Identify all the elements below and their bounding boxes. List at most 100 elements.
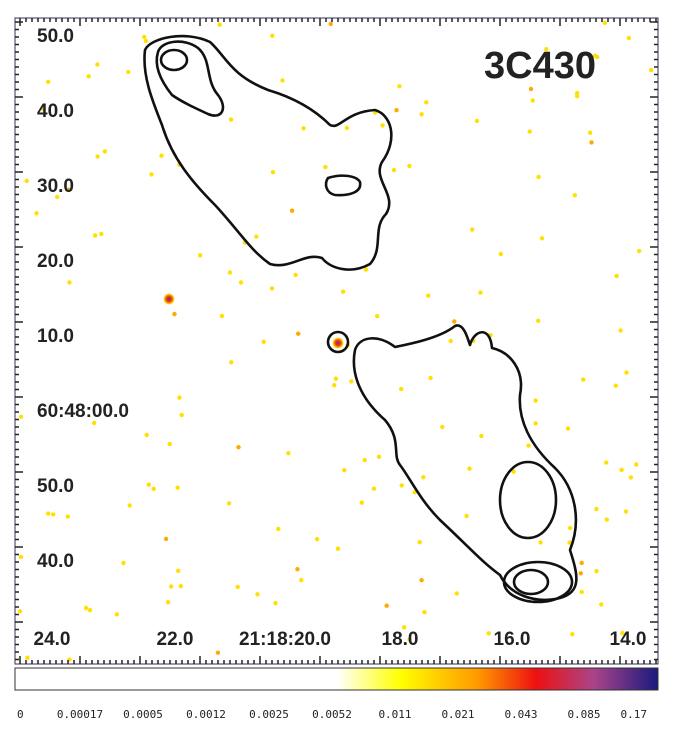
photon — [394, 108, 399, 113]
photon — [375, 314, 380, 319]
photon — [544, 47, 549, 52]
colorbar-label: 0.0052 — [312, 708, 352, 721]
photon — [470, 227, 475, 232]
photon — [362, 457, 367, 463]
photon — [613, 383, 618, 388]
photon — [474, 118, 480, 124]
photon — [18, 414, 24, 419]
photon — [289, 208, 295, 213]
photon — [578, 571, 583, 576]
photon — [511, 469, 516, 474]
photon — [238, 280, 244, 285]
photon — [428, 375, 433, 381]
photon — [424, 100, 429, 105]
photon — [592, 53, 598, 58]
radio-contours — [143, 34, 578, 604]
photon — [165, 600, 171, 605]
photon — [594, 569, 599, 574]
photon — [46, 79, 51, 85]
x-label: 22.0 — [157, 629, 194, 650]
photon — [498, 251, 503, 257]
photon — [570, 632, 575, 637]
colorbar-label: 0.021 — [441, 708, 474, 721]
y-label: 50.0 — [37, 26, 74, 47]
photon — [440, 424, 445, 430]
colorbar — [14, 667, 659, 691]
photon — [599, 602, 604, 607]
photon — [67, 280, 72, 285]
photon — [301, 126, 306, 131]
photon — [228, 117, 234, 122]
photon — [397, 84, 402, 89]
photon — [46, 511, 51, 516]
photon — [149, 172, 154, 177]
photon — [391, 167, 397, 173]
title: 3C430 — [484, 45, 596, 87]
photon — [177, 395, 182, 400]
photon — [581, 377, 586, 382]
photon — [536, 318, 541, 323]
photon — [270, 33, 275, 38]
photon — [626, 35, 632, 41]
photon — [604, 460, 609, 465]
photon — [95, 62, 100, 67]
photon — [575, 90, 580, 96]
photon — [419, 578, 424, 583]
photon — [426, 293, 431, 298]
photon — [614, 273, 619, 279]
photon — [215, 650, 221, 655]
photon — [167, 441, 172, 447]
photon — [34, 211, 39, 216]
photon — [528, 86, 534, 92]
photon — [254, 234, 259, 239]
photon — [159, 153, 164, 158]
photon — [280, 78, 285, 83]
contour — [326, 330, 350, 354]
photon — [86, 74, 91, 79]
photon — [217, 22, 222, 27]
contour — [324, 174, 362, 197]
photon — [634, 462, 639, 467]
photon — [335, 546, 341, 551]
photon — [18, 554, 24, 560]
photon — [618, 328, 623, 333]
photon — [178, 584, 183, 589]
photon — [452, 319, 457, 324]
photon — [587, 130, 593, 135]
photon — [417, 540, 422, 545]
photon — [146, 482, 151, 487]
photon — [407, 163, 412, 169]
colorbar-label: 0.0025 — [249, 708, 289, 721]
x-label: 16.0 — [494, 629, 531, 650]
photon — [114, 612, 120, 617]
photon — [620, 630, 625, 636]
y-label: 40.0 — [37, 551, 74, 572]
photon — [127, 503, 132, 508]
photon — [530, 98, 535, 103]
photon — [619, 467, 624, 473]
photon — [270, 170, 276, 175]
photon — [197, 253, 203, 258]
photon — [296, 331, 301, 336]
photon — [363, 267, 369, 272]
photon — [332, 383, 337, 388]
photon — [25, 655, 30, 660]
photon — [172, 311, 177, 317]
photon — [66, 187, 72, 192]
x-label: 18.0 — [382, 629, 419, 650]
photon — [229, 360, 234, 365]
photon — [323, 164, 328, 170]
photon — [533, 398, 538, 403]
photon — [179, 412, 184, 418]
colorbar-label: 0.0012 — [186, 708, 226, 721]
photon — [269, 286, 275, 291]
photon — [226, 501, 232, 506]
photon — [538, 540, 543, 545]
photon — [419, 112, 424, 117]
photon — [151, 486, 156, 491]
y-label: 40.0 — [37, 101, 74, 122]
contour — [159, 48, 189, 72]
photon — [102, 149, 108, 154]
photon — [236, 445, 241, 450]
photon — [273, 601, 278, 606]
